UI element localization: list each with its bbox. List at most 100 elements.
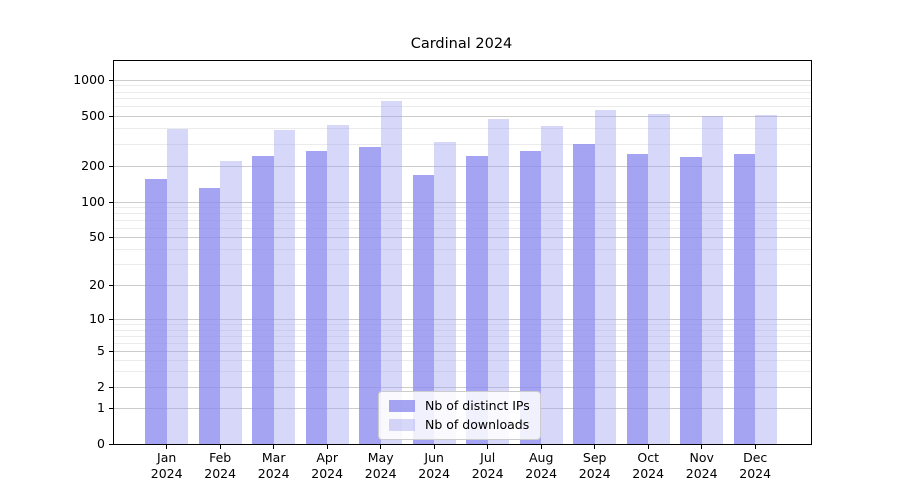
x-tick-mark (433, 445, 435, 449)
x-tick-label-feb: Feb 2024 (204, 450, 237, 481)
bar-downloads-oct (648, 113, 670, 444)
bar-downloads-dec (755, 114, 777, 444)
y-tick-mark (109, 237, 113, 239)
major-gridline (114, 319, 811, 321)
x-tick-mark (701, 445, 703, 449)
minor-gridline (114, 219, 811, 221)
major-gridline (114, 80, 811, 81)
x-tick-mark (540, 445, 542, 449)
bar-distinct-ips-may (359, 146, 381, 444)
y-tick-mark (109, 201, 113, 203)
y-tick-label: 1000 (73, 72, 105, 87)
y-tick-mark (109, 408, 113, 410)
bar-downloads-nov (701, 115, 724, 444)
y-tick-mark (109, 115, 113, 117)
major-gridline (114, 201, 811, 203)
x-tick-mark (273, 445, 275, 449)
minor-gridline (114, 329, 811, 331)
legend: Nb of distinct IPs Nb of downloads (378, 391, 541, 440)
y-tick-label: 50 (89, 229, 105, 245)
major-gridline (114, 285, 811, 287)
minor-gridline (114, 85, 811, 87)
x-tick-label-apr: Apr 2024 (311, 450, 344, 481)
x-tick-mark (487, 445, 489, 449)
bar-distinct-ips-oct (626, 154, 649, 444)
x-tick-label-dec: Dec 2024 (739, 450, 772, 481)
bar-downloads-may (380, 100, 403, 444)
bar-distinct-ips-jul (466, 155, 488, 444)
x-tick-label-jun: Jun 2024 (418, 450, 451, 481)
bar-downloads-jul (487, 118, 510, 444)
y-tick-label: 0 (97, 436, 105, 451)
x-tick-mark (380, 445, 382, 449)
y-tick-label: 2 (97, 379, 105, 395)
major-gridline (114, 115, 811, 117)
y-tick-mark (109, 165, 113, 167)
minor-gridline (114, 335, 811, 337)
bar-downloads-mar (273, 129, 296, 444)
y-tick-label: 100 (81, 193, 105, 209)
x-tick-label-aug: Aug 2024 (525, 450, 558, 481)
minor-gridline (114, 106, 811, 108)
minor-gridline (114, 91, 811, 93)
bar-distinct-ips-nov (680, 156, 702, 444)
y-tick-mark (109, 80, 113, 81)
minor-gridline (114, 143, 811, 145)
bar-downloads-aug (541, 125, 563, 444)
x-tick-label-jul: Jul 2024 (471, 450, 504, 481)
y-tick-mark (109, 444, 113, 445)
y-tick-mark (109, 350, 113, 352)
y-tick-label: 200 (81, 157, 105, 173)
minor-gridline (114, 371, 811, 373)
major-gridline (114, 387, 811, 389)
x-tick-mark (594, 445, 596, 449)
minor-gridline (114, 227, 811, 229)
bar-distinct-ips-sep (573, 144, 595, 444)
y-tick-mark (109, 285, 113, 287)
x-tick-mark (754, 445, 756, 449)
x-tick-label-nov: Nov 2024 (685, 450, 718, 481)
bar-distinct-ips-jun (412, 175, 435, 444)
y-tick-label: 1 (97, 400, 105, 416)
y-tick-label: 500 (81, 107, 105, 123)
major-gridline (114, 237, 811, 239)
x-tick-mark (219, 445, 221, 449)
minor-gridline (114, 128, 811, 129)
x-tick-label-sep: Sep 2024 (578, 450, 611, 481)
major-gridline (114, 165, 811, 167)
bar-downloads-sep (594, 110, 617, 444)
x-tick-label-oct: Oct 2024 (632, 450, 665, 481)
major-gridline (114, 350, 811, 352)
minor-gridline (114, 213, 811, 215)
minor-gridline (114, 249, 811, 250)
bar-distinct-ips-apr (305, 151, 328, 444)
bar-downloads-feb (220, 161, 242, 444)
bar-distinct-ips-jan (145, 179, 167, 444)
y-tick-label: 5 (97, 342, 105, 358)
minor-gridline (114, 342, 811, 344)
bar-downloads-jun (434, 141, 456, 444)
bar-distinct-ips-dec (733, 154, 756, 444)
legend-row-distinct-ips: Nb of distinct IPs (389, 398, 530, 413)
legend-label-distinct-ips: Nb of distinct IPs (425, 398, 530, 413)
y-tick-mark (109, 387, 113, 389)
bar-downloads-apr (327, 124, 349, 444)
y-tick-label: 20 (89, 277, 105, 293)
minor-gridline (114, 264, 811, 266)
x-tick-label-jan: Jan 2024 (150, 450, 183, 481)
bar-downloads-jan (166, 129, 189, 444)
x-tick-mark (166, 445, 168, 449)
legend-label-downloads: Nb of downloads (425, 417, 530, 432)
minor-gridline (114, 359, 811, 361)
minor-gridline (114, 324, 811, 326)
bars-layer (114, 61, 811, 444)
legend-row-downloads: Nb of downloads (389, 417, 530, 432)
legend-swatch-downloads (389, 418, 415, 431)
x-tick-mark (647, 445, 649, 449)
minor-gridline (114, 98, 811, 100)
chart-title: Cardinal 2024 (410, 36, 513, 52)
y-tick-mark (109, 319, 113, 321)
x-tick-label-mar: Mar 2024 (257, 450, 290, 481)
y-tick-label: 10 (89, 311, 105, 327)
